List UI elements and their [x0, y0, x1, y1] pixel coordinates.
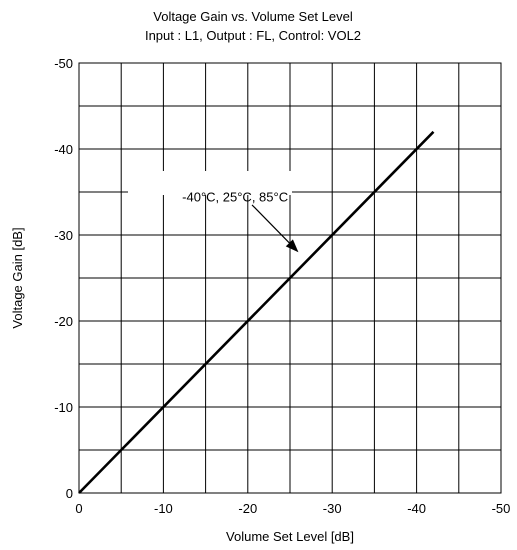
- y-tick-labels: 0 -10 -20 -30 -40 -50: [54, 56, 73, 501]
- x-tick-label: -10: [154, 501, 173, 516]
- temperature-annotation: -40°C, 25°C, 85°C: [128, 171, 299, 253]
- series-layer: [78, 130, 435, 494]
- x-tick-label: -20: [238, 501, 257, 516]
- x-axis-label: Volume Set Level [dB]: [226, 529, 354, 544]
- y-tick-label: -10: [54, 400, 73, 415]
- y-tick-label: -20: [54, 314, 73, 329]
- chart-title: Voltage Gain vs. Volume Set Level: [153, 9, 353, 24]
- y-tick-label: -30: [54, 228, 73, 243]
- annotation-background: [128, 171, 292, 195]
- chart-subtitle: Input : L1, Output : FL, Control: VOL2: [145, 28, 361, 43]
- y-tick-label: -50: [54, 56, 73, 71]
- x-tick-label: -40: [407, 501, 426, 516]
- x-tick-label: -30: [323, 501, 342, 516]
- x-tick-label: 0: [75, 501, 82, 516]
- x-tick-label: -50: [492, 501, 511, 516]
- x-tick-labels: 0 -10 -20 -30 -40 -50: [75, 501, 510, 516]
- annotation-arrow: [251, 204, 290, 244]
- y-axis-label: Voltage Gain [dB]: [10, 227, 25, 328]
- series-line: [78, 130, 435, 494]
- plot-frame: [78, 62, 502, 494]
- annotation-arrowhead: [285, 239, 299, 253]
- y-tick-label: 0: [66, 486, 73, 501]
- y-tick-label: -40: [54, 142, 73, 157]
- annotation-label: -40°C, 25°C, 85°C: [182, 189, 288, 204]
